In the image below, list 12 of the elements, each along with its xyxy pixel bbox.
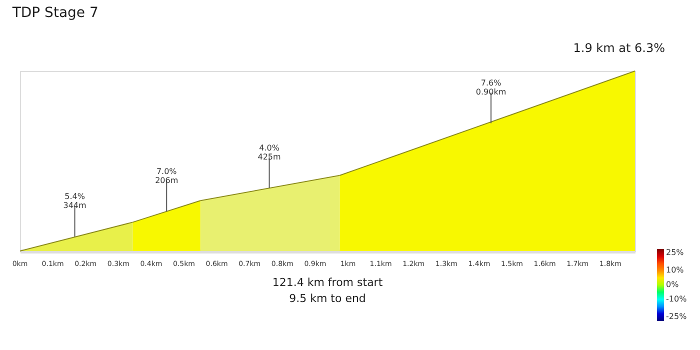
color-bar-label: 0%	[666, 280, 680, 289]
text: 121.4 km from start 9.5 km to end	[272, 276, 384, 305]
annotation: 5.4% 344m	[63, 192, 87, 210]
color-bar-label: 10%	[666, 266, 684, 275]
color-bar-label: -10%	[666, 294, 688, 304]
annotation: 7.6% 0.90km	[476, 78, 506, 97]
color-bar-label: 25%	[666, 248, 684, 257]
annotation: 7.0% 206m	[155, 166, 178, 185]
text: 1.9 km at 6.3%	[573, 41, 665, 55]
chart-title: TDP Stage 7	[11, 5, 98, 21]
annotation: 4.0% 425m	[258, 143, 282, 162]
color-bar-label: -25%	[666, 312, 688, 321]
